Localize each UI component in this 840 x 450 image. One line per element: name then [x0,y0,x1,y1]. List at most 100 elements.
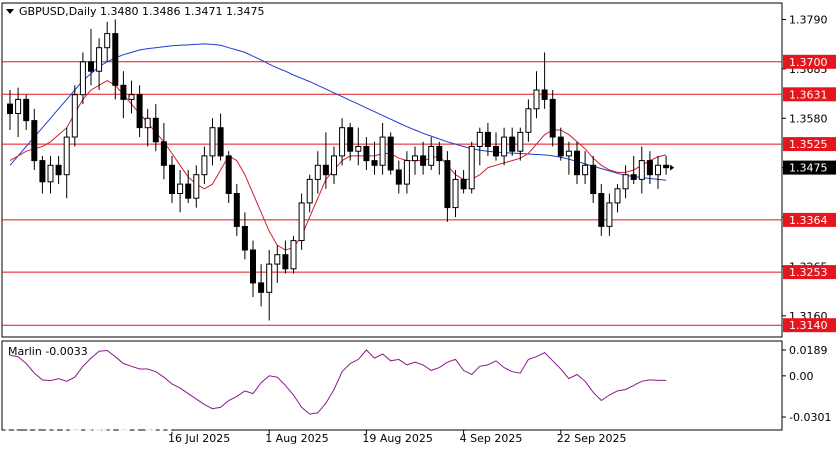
candle-body [258,282,265,293]
marlin-axis: 0.0189 0.00 -0.0301 [782,344,831,424]
candle-body [339,127,346,157]
candle-body [501,136,508,157]
current-bar-marker [670,164,675,171]
candle-body [646,160,653,176]
candle-body [217,127,224,157]
candle-body [590,164,597,195]
level-tag-label: 1.3140 [789,319,828,332]
symbol-header: GBPUSD,Daily 1.3480 1.3486 1.3471 1.3475 [19,5,264,18]
candle-body [549,98,556,138]
candle-body [31,120,38,162]
candle-body [314,164,321,180]
price-tick-label: 1.3580 [789,112,828,125]
candle-body [306,178,313,204]
marlin-label: Marlin -0.0033 [8,345,88,358]
candle-body [444,160,451,209]
candle-body [55,164,62,176]
candle-body [363,146,370,162]
candle-body [136,94,143,129]
candle-body [298,202,305,241]
price-tick-label: 1.3790 [789,14,828,27]
candle-body [47,164,54,183]
candle-body [509,136,516,152]
indicator-panel-frame [1,340,783,431]
level-tag-label: 1.3253 [789,266,828,279]
candle-body [371,160,378,166]
candle-body [493,146,499,157]
candle-body [96,47,103,72]
marlin-line [9,349,667,415]
candle-body [63,136,70,176]
time-tick-label: 4 Sep 2025 [460,432,523,445]
candle-body [7,103,13,114]
time-tick-label: 16 Jul 2025 [168,432,230,445]
candle-body [484,131,491,147]
symbol-dropdown-icon[interactable] [6,9,14,14]
candle-body [525,108,532,133]
candle-body [533,89,540,110]
ma-fast-line [9,80,667,251]
candle-body [420,155,427,166]
candle-body [557,136,564,157]
level-tag [783,54,836,69]
candle-body [622,174,629,190]
time-tick-label: 1 Aug 2025 [265,432,328,445]
candle-body [88,61,94,72]
candle-body [241,226,248,251]
level-tag-label: 1.3700 [789,56,828,69]
candle-body [606,202,613,227]
candle-body [193,174,200,199]
candle-body [395,169,402,185]
candle-body [79,61,86,96]
candle-body [177,183,184,195]
candle-body [655,164,661,176]
ma-slow-line [9,43,667,181]
candle-body [574,150,580,176]
candle-body [347,127,354,152]
candle-body [233,193,240,227]
candle-body [250,249,256,284]
level-tag [783,212,836,227]
candle-body [582,164,589,176]
candle-body [565,150,572,157]
candle-body [266,263,273,293]
candle-body [436,146,443,162]
candle-body [112,33,119,86]
candle-body [403,160,410,185]
candle-body [412,155,418,162]
watermark-tagline: Instant Forex Trading [46,436,141,447]
candle-body [541,89,548,100]
candle-body [15,98,22,115]
candlesticks [7,19,675,321]
candle-body [468,146,475,190]
marlin-tick-label: 0.00 [789,370,814,383]
time-axis: 16 Jul 2025 1 Aug 2025 19 Aug 2025 4 Sep 20… [168,430,627,445]
level-tag [783,265,836,280]
instaforex-logo: instaforex Instant Forex Trading [4,406,173,447]
candle-body [452,178,459,209]
candle-body [169,164,175,195]
candle-body [614,188,621,204]
candle-body [387,136,394,171]
level-tag [783,318,836,333]
time-tick-label: 19 Aug 2025 [362,432,432,445]
candle-body [120,84,127,100]
candle-body [144,117,151,129]
candle-body [39,160,46,183]
candle-body [225,155,232,194]
candle-body [71,94,78,138]
level-tag [783,87,836,102]
time-tick-label: 22 Sep 2025 [557,432,627,445]
candle-body [160,141,167,166]
level-tag [783,137,836,152]
candle-body [379,136,386,166]
candle-body [517,131,524,152]
candle-body [201,155,208,176]
candle-body [104,33,111,49]
level-tag-label: 1.3364 [789,214,828,227]
candle-body [128,94,135,100]
candle-body [152,117,159,143]
candle-body [663,164,670,169]
level-tag-label: 1.3525 [789,138,828,151]
